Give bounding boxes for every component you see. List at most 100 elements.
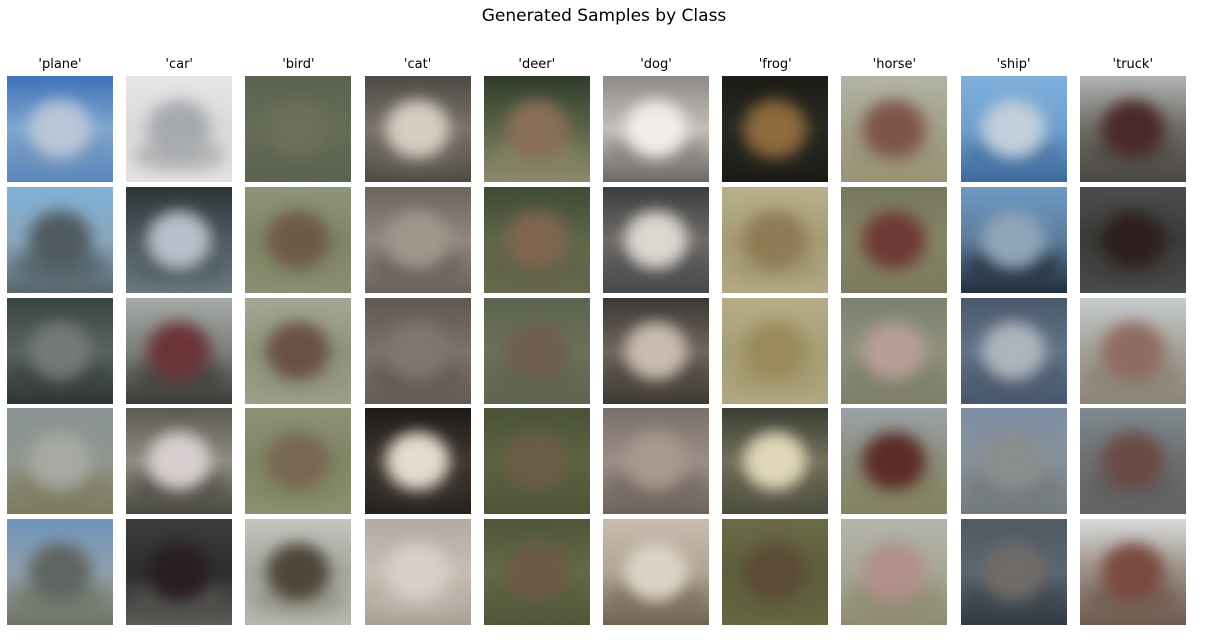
sample-object-blur	[857, 316, 932, 385]
sample-object-blur	[857, 427, 932, 496]
sample-object-blur	[857, 205, 932, 274]
sample-object-blur	[261, 538, 336, 607]
generated-sample-image	[1079, 186, 1186, 293]
sample-object-blur	[261, 427, 336, 496]
sample-object-blur	[976, 95, 1051, 163]
generated-sample-image	[841, 297, 948, 404]
generated-sample-image	[126, 76, 233, 182]
sample-object-blur	[738, 427, 813, 496]
sample-object-blur	[499, 95, 574, 163]
generated-sample-image	[1079, 408, 1186, 515]
generated-sample-image	[722, 519, 829, 626]
generated-sample-image	[483, 519, 590, 626]
generated-sample-image	[841, 76, 948, 182]
generated-sample-image	[364, 297, 471, 404]
generated-sample-image	[7, 519, 113, 626]
sample-object-blur	[22, 427, 98, 496]
sample-object-blur	[380, 205, 455, 274]
sample-object-blur	[142, 427, 217, 496]
generated-sample-image	[722, 76, 829, 182]
generated-sample-image	[1079, 76, 1186, 182]
sample-object-blur	[142, 205, 217, 274]
generated-sample-image	[841, 519, 948, 626]
class-label: 'ship'	[996, 57, 1031, 72]
class-label: 'cat'	[403, 57, 432, 72]
generated-sample-image	[722, 408, 829, 515]
class-label: 'horse'	[872, 57, 917, 72]
class-label: 'frog'	[758, 57, 792, 72]
generated-sample-image	[960, 297, 1067, 404]
generated-sample-image	[483, 76, 590, 182]
sample-object-blur	[618, 316, 694, 385]
sample-object-blur	[380, 316, 455, 385]
sample-object-blur	[738, 95, 813, 163]
generated-sample-image	[722, 186, 829, 293]
generated-sample-image	[841, 186, 948, 293]
sample-object-blur	[1095, 427, 1170, 496]
generated-sample-image	[7, 76, 113, 182]
sample-object-blur	[22, 538, 98, 607]
sample-object-blur	[499, 427, 574, 496]
generated-sample-image	[245, 408, 352, 515]
sample-object-blur	[618, 205, 694, 274]
generated-sample-image	[245, 76, 352, 182]
class-label: 'truck'	[1112, 57, 1154, 72]
class-label: 'deer'	[518, 57, 556, 72]
sample-object-blur	[618, 538, 694, 607]
sample-object-blur	[142, 316, 217, 385]
generated-sample-image	[1079, 519, 1186, 626]
generated-sample-image	[722, 297, 829, 404]
generated-sample-image	[1079, 297, 1186, 404]
figure-title: Generated Samples by Class	[481, 6, 727, 26]
sample-object-blur	[976, 316, 1051, 385]
generated-sample-image	[126, 408, 233, 515]
generated-sample-image	[960, 76, 1067, 182]
generated-sample-image	[245, 186, 352, 293]
generated-sample-image	[841, 408, 948, 515]
generated-sample-image	[126, 519, 233, 626]
generated-sample-image	[126, 186, 233, 293]
sample-object-blur	[976, 205, 1051, 274]
sample-object-blur	[618, 427, 694, 496]
sample-object-blur	[380, 427, 455, 496]
generated-sample-image	[364, 186, 471, 293]
sample-object-blur	[142, 95, 217, 163]
generated-sample-image	[603, 186, 709, 293]
generated-sample-image	[483, 297, 590, 404]
generated-sample-image	[960, 519, 1067, 626]
class-label: 'plane'	[38, 57, 82, 72]
generated-sample-image	[245, 297, 352, 404]
sample-object-blur	[22, 205, 98, 274]
generated-sample-image	[364, 76, 471, 182]
generated-sample-image	[603, 519, 709, 626]
sample-object-blur	[857, 95, 932, 163]
sample-object-blur	[261, 316, 336, 385]
sample-object-blur	[499, 538, 574, 607]
class-label: 'bird'	[282, 57, 315, 72]
generated-sample-image	[960, 408, 1067, 515]
generated-sample-image	[603, 297, 709, 404]
generated-sample-image	[7, 186, 113, 293]
sample-object-blur	[1095, 95, 1170, 163]
generated-sample-image	[960, 186, 1067, 293]
class-label: 'dog'	[640, 57, 672, 72]
sample-object-blur	[1095, 538, 1170, 607]
sample-object-blur	[738, 316, 813, 385]
sample-object-blur	[1095, 316, 1170, 385]
sample-object-blur	[380, 538, 455, 607]
sample-object-blur	[1095, 205, 1170, 274]
sample-object-blur	[857, 538, 932, 607]
generated-sample-image	[7, 408, 113, 515]
generated-sample-image	[245, 519, 352, 626]
sample-object-blur	[976, 538, 1051, 607]
generated-sample-image	[603, 408, 709, 515]
sample-object-blur	[261, 95, 336, 163]
generated-sample-image	[483, 408, 590, 515]
generated-sample-image	[483, 186, 590, 293]
generated-sample-image	[364, 519, 471, 626]
generated-sample-image	[364, 408, 471, 515]
sample-object-blur	[261, 205, 336, 274]
sample-object-blur	[738, 538, 813, 607]
class-label: 'car'	[165, 57, 193, 72]
sample-object-blur	[499, 205, 574, 274]
